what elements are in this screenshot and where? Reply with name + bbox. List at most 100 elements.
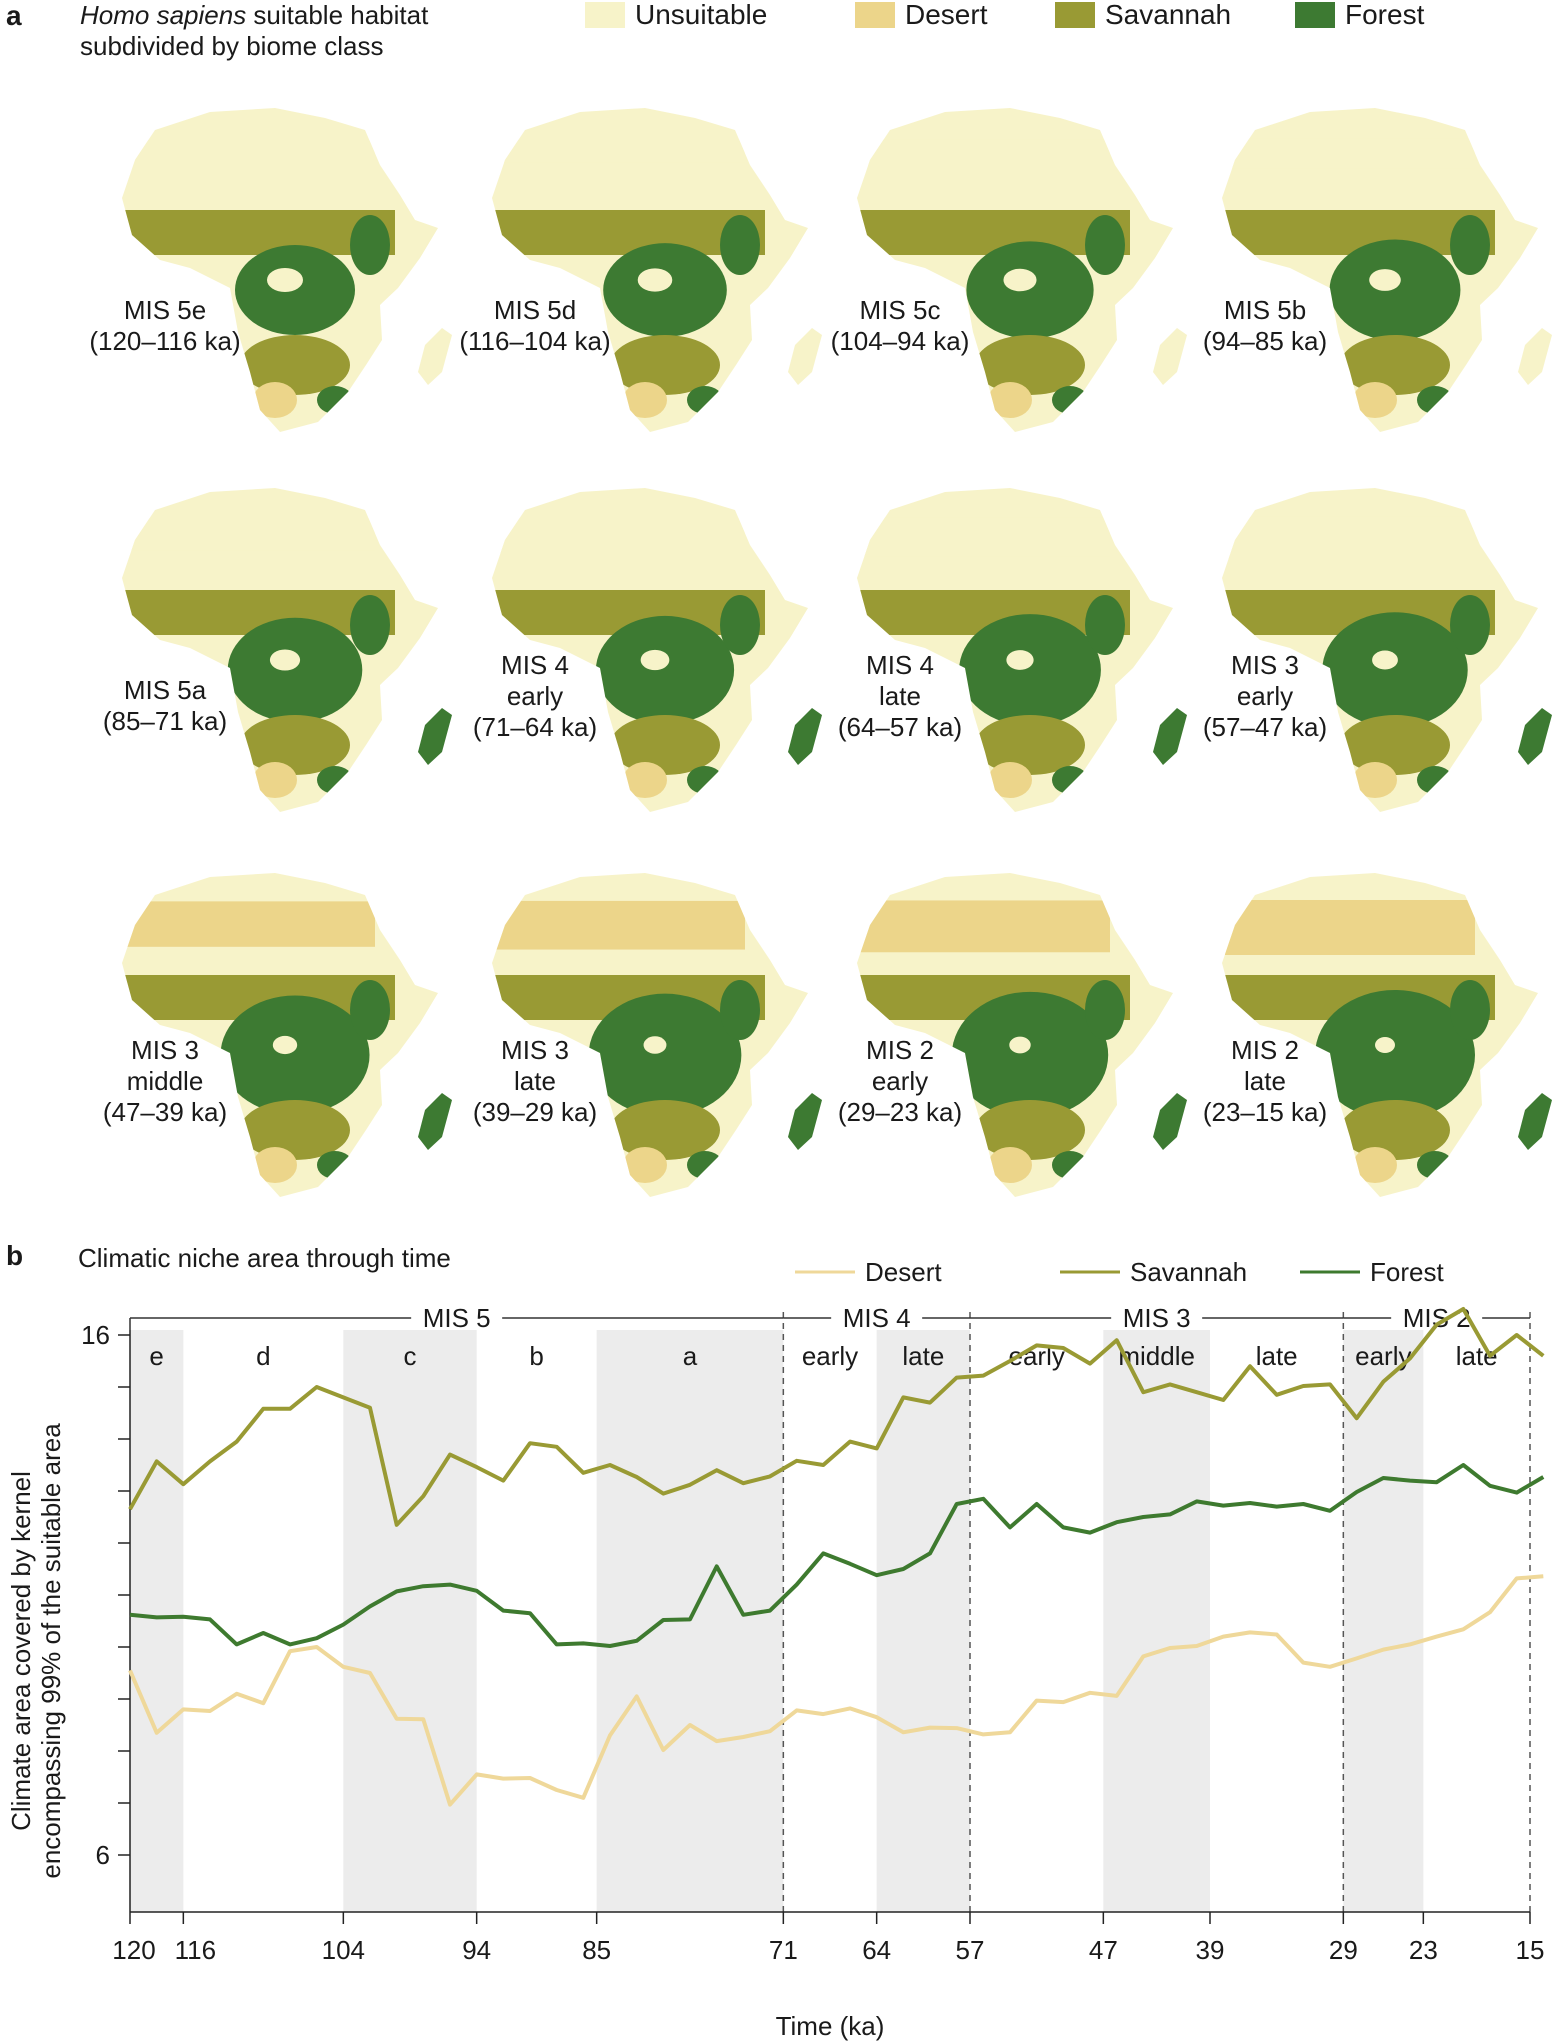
- biome-patch: [687, 1151, 723, 1179]
- africa-map-icon: [857, 873, 1187, 1197]
- biome-patch: [595, 615, 735, 725]
- map-label-line: MIS 4: [501, 650, 569, 680]
- y-axis-label-line2: encompassing 99% of the suitable area: [36, 1423, 66, 1879]
- legend-swatch-savannah: [1055, 2, 1095, 28]
- niche-area-chart: Climatic niche area through time Desert Sa…: [6, 1243, 1545, 2041]
- substage-label: a: [683, 1341, 698, 1371]
- y-axis-label-line1: Climate area covered by kernel: [6, 1471, 36, 1831]
- stage-label: MIS 2: [1403, 1303, 1471, 1333]
- series-line-savannah: [128, 1307, 1545, 1527]
- biome-patch: [492, 210, 765, 255]
- habitat-map: MIS 4 early (71–64 ka): [450, 480, 822, 812]
- biome-patch: [588, 993, 742, 1117]
- africa-map-icon: [857, 108, 1187, 432]
- map-label-line: MIS 3: [131, 1035, 199, 1065]
- biome-patch: [1225, 138, 1475, 169]
- biome-patch: [1340, 715, 1450, 775]
- biome-patch: [495, 900, 745, 950]
- map-period-label: MIS 3 late (39–29 ka): [440, 1035, 630, 1128]
- africa-map-icon: [492, 108, 822, 432]
- biome-patch: [272, 1035, 298, 1055]
- panel-b-letter: b: [6, 1240, 24, 1271]
- map-label-line: (29–23 ka): [837, 1097, 963, 1127]
- africa-map-icon: [122, 873, 452, 1197]
- map-label-line: early: [1236, 681, 1294, 711]
- x-tick-label: 64: [862, 1935, 891, 1965]
- biome-patch: [1417, 386, 1453, 414]
- habitat-map: MIS 5d (116–104 ka): [450, 100, 822, 432]
- legend-swatch-unsuitable: [585, 2, 625, 28]
- x-tick-label: 120: [112, 1935, 155, 1965]
- map-label-line: (104–94 ka): [830, 326, 970, 356]
- map-period-label: MIS 5c (104–94 ka): [805, 295, 995, 357]
- stage-label: MIS 5: [423, 1303, 491, 1333]
- y-tick-label: 16: [81, 1320, 110, 1350]
- biome-patch: [1052, 1151, 1088, 1179]
- map-label-line: (116–104 ka): [459, 326, 611, 356]
- map-label-line: MIS 2: [1231, 1035, 1299, 1065]
- biome-patch: [1340, 335, 1450, 395]
- biome-patch: [988, 762, 1032, 798]
- biome-patch: [495, 139, 745, 163]
- biome-patch: [1417, 1151, 1453, 1179]
- biome-patch: [1085, 595, 1125, 655]
- biome-patch: [1225, 900, 1475, 955]
- x-axis-label: Time (ka): [776, 2011, 885, 2041]
- habitat-map: MIS 3 late (39–29 ka): [450, 865, 822, 1197]
- habitat-map: MIS 5b (94–85 ka): [1180, 100, 1552, 432]
- map-label-line: early: [506, 681, 564, 711]
- biome-patch: [227, 617, 363, 723]
- substage-label: early: [802, 1341, 858, 1371]
- substage-label: b: [529, 1341, 543, 1371]
- map-label-line: MIS 5b: [1223, 295, 1307, 325]
- biome-patch: [122, 210, 395, 255]
- habitat-map: MIS 5e (120–116 ka): [80, 100, 452, 432]
- species-name: Homo sapiens: [80, 0, 247, 30]
- habitat-map: MIS 2 early (29–23 ka): [815, 865, 1187, 1197]
- x-tick-label: 29: [1329, 1935, 1358, 1965]
- biome-patch: [610, 1100, 720, 1160]
- legend-swatch-forest: [1295, 2, 1335, 28]
- biome-patch: [125, 518, 375, 551]
- biome-patch: [720, 215, 760, 275]
- map-label-line: MIS 3: [501, 1035, 569, 1065]
- biome-patch: [860, 517, 1110, 557]
- madagascar: [418, 1093, 452, 1150]
- x-tick-label: 104: [322, 1935, 365, 1965]
- x-tick-label: 57: [956, 1935, 985, 1965]
- shaded-substage: [1103, 1330, 1210, 1912]
- chart-title: Climatic niche area through time: [78, 1243, 451, 1273]
- biome-patch: [623, 762, 667, 798]
- stage-label: MIS 4: [843, 1303, 911, 1333]
- biome-patch: [975, 1100, 1085, 1160]
- habitat-map: MIS 3 early (57–47 ka): [1180, 480, 1552, 812]
- biome-patch: [1372, 650, 1398, 670]
- africa-map-icon: [492, 488, 822, 812]
- map-label-line: (71–64 ka): [472, 712, 598, 742]
- biome-patch: [720, 980, 760, 1040]
- map-label-line: MIS 5a: [123, 675, 207, 705]
- biome-patch: [240, 715, 350, 775]
- biome-patch: [495, 517, 745, 554]
- biome-patch: [610, 335, 720, 395]
- x-tick-label: 116: [175, 1935, 216, 1965]
- panel-a-title: Homo sapiens suitable habitat subdivided…: [80, 0, 428, 62]
- habitat-map: MIS 5c (104–94 ka): [815, 100, 1187, 432]
- biome-patch: [1085, 980, 1125, 1040]
- madagascar: [1153, 708, 1187, 765]
- map-label-line: MIS 5e: [123, 295, 207, 325]
- biome-patch: [317, 1151, 353, 1179]
- biome-patch: [643, 1036, 667, 1054]
- legend-label-desert: Desert: [905, 0, 988, 30]
- legend-label-unsuitable: Unsuitable: [635, 0, 768, 30]
- madagascar: [418, 328, 452, 385]
- biome-patch: [350, 595, 390, 655]
- biome-patch: [1225, 516, 1475, 560]
- legend-label-savannah: Savannah: [1130, 1257, 1247, 1287]
- biome-patch: [253, 762, 297, 798]
- madagascar: [1153, 1093, 1187, 1150]
- biome-patch: [125, 140, 375, 160]
- africa-map-icon: [1222, 108, 1552, 432]
- map-label-line: (47–39 ka): [102, 1097, 228, 1127]
- map-label-line: (64–57 ka): [837, 712, 963, 742]
